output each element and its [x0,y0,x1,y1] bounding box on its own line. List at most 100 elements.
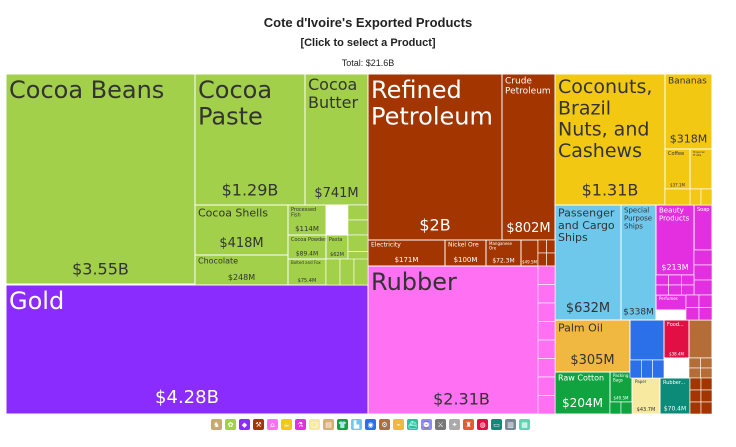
tiny-product-tile[interactable] [537,302,556,322]
treemap-rect-paper[interactable] [631,377,661,415]
tiny-product-tile[interactable] [652,359,665,379]
tiny-product-tile[interactable] [685,307,700,321]
treemap-cell-cocoa-powder[interactable]: Cocoa Powder $89.4M [287,234,327,260]
treemap-rect-cocoa-beans[interactable] [5,73,196,285]
tiny-product-tile[interactable] [537,358,556,378]
legend-arts-icon[interactable]: ♜ [463,419,474,430]
treemap-cell-bolted-and-fox[interactable]: Bolted and Fox $75.4M [287,258,327,286]
legend-transport-icon[interactable]: ⛴ [407,419,418,430]
treemap-rect-palm-oil[interactable] [554,319,631,373]
treemap-cell-cocoa-shells[interactable]: Cocoa Shells $418M [194,204,289,256]
legend-stone-icon[interactable]: ◉ [365,419,376,430]
tiny-product-tile[interactable] [546,239,556,254]
treemap-cell-chocolate[interactable]: Chocolate $248M [194,254,289,286]
chart-subtitle[interactable]: [Click to select a Product] [300,37,436,49]
treemap-cell-coffee[interactable]: Coffee $37.1M [664,148,691,190]
treemap-cell-bananas[interactable]: Bananas $318M [664,73,713,150]
legend-textiles-icon[interactable]: 👕 [337,419,348,430]
tiny-product-tile[interactable] [347,204,369,221]
treemap-rect-machines-block[interactable] [629,319,665,361]
tiny-product-tile[interactable] [688,367,701,379]
treemap-cell-soap[interactable]: Soap [693,204,713,251]
tiny-product-tile[interactable] [681,284,695,296]
treemap-cell-perfumes[interactable]: Perfumes [655,294,687,311]
tiny-product-tile[interactable] [681,274,695,286]
treemap-cell-rubber[interactable]: Rubber $2.31B [367,265,556,415]
treemap-cell-rubber-products[interactable]: Rubber... $70.4M [659,377,691,415]
treemap-cell-food[interactable]: Food... $38.4M [663,319,690,359]
tiny-product-tile[interactable] [700,188,713,206]
legend-unknown-icon[interactable]: ▦ [519,419,530,430]
treemap-cell-raw-cotton[interactable]: Raw Cotton $204M [554,371,611,415]
treemap-cell-mineral-other[interactable]: $49.5M [520,239,539,267]
tiny-product-tile[interactable] [700,389,713,403]
legend-weapons-icon[interactable]: ⚔ [435,419,446,430]
legend-metals-icon[interactable]: ⚙ [379,419,390,430]
treemap-cell-pasta[interactable]: Pasta $62M [325,234,349,260]
legend-electronics-icon[interactable]: ◍ [477,419,488,430]
treemap-rect-coffee[interactable] [664,148,691,190]
tiny-product-tile[interactable] [537,395,556,415]
treemap-cell-nickel-ore[interactable]: Nickel Ore $100M [444,239,487,267]
treemap-rect-processed-fish[interactable] [287,204,327,236]
tiny-product-tile[interactable] [537,284,556,304]
tiny-product-tile[interactable] [689,188,702,206]
treemap-cell-gold[interactable]: Gold $4.28B [5,284,369,415]
treemap-rect-nickel-ore[interactable] [444,239,487,267]
treemap-cell-metals-block[interactable] [688,319,713,359]
tiny-product-tile[interactable] [668,274,682,286]
tiny-product-tile[interactable] [641,359,653,379]
treemap-rect-cocoa-butter[interactable] [304,73,369,206]
tiny-product-tile[interactable] [700,357,713,369]
legend-services-icon[interactable]: ▥ [505,419,516,430]
tiny-product-tile[interactable] [347,219,369,236]
treemap-cell-cocoa-beans[interactable]: Cocoa Beans $3.55B [5,73,196,285]
tiny-product-tile[interactable] [620,401,633,415]
tiny-product-tile[interactable] [698,307,713,321]
treemap-rect-rubber[interactable] [367,265,556,415]
treemap-rect-gold[interactable] [5,284,369,415]
treemap-rect-food[interactable] [663,319,690,359]
treemap-rect-special-purpose-ships[interactable] [620,204,657,321]
legend-animal-products-icon[interactable]: ♞ [211,419,222,430]
treemap-rect-passenger-and-cargo-ships[interactable] [554,204,622,321]
tiny-product-tile[interactable] [537,339,556,359]
tiny-product-tile[interactable] [347,234,369,252]
legend-footwear-icon[interactable]: ▙ [351,419,362,430]
tiny-product-tile[interactable] [693,279,713,296]
treemap-rect-rubber-products[interactable] [659,377,691,415]
treemap-rect-refined-petroleum[interactable] [367,73,503,241]
tiny-product-tile[interactable] [537,376,556,396]
tiny-product-tile[interactable] [537,239,547,254]
tiny-product-tile[interactable] [689,401,702,415]
legend-misc-icon[interactable]: ✦ [449,419,460,430]
tiny-product-tile[interactable] [537,321,556,341]
tiny-product-tile[interactable] [609,401,622,415]
tiny-product-tile[interactable] [537,252,547,267]
legend-vegetable-products-icon[interactable]: ✿ [225,419,236,430]
legend-machines-icon[interactable]: ⌁ [393,419,404,430]
tiny-product-tile[interactable] [325,258,341,286]
legend-instruments-icon[interactable]: ⌚ [421,419,432,430]
tiny-product-tile[interactable] [664,188,691,206]
treemap-rect-metals-block[interactable] [688,319,713,359]
treemap-cell-paper[interactable]: Paper $43.7M [631,377,661,415]
tiny-product-tile[interactable] [700,401,713,415]
tiny-product-tile[interactable] [698,294,713,308]
tiny-product-tile[interactable] [537,265,556,285]
legend-wood-icon[interactable]: ▤ [323,419,334,430]
tiny-product-tile[interactable] [339,258,355,286]
legend-precious-metals-icon[interactable]: ◆ [239,419,250,430]
legend-minerals-icon[interactable]: ⚒ [253,419,264,430]
tiny-product-tile[interactable] [700,367,713,379]
tiny-product-tile[interactable] [629,359,642,379]
